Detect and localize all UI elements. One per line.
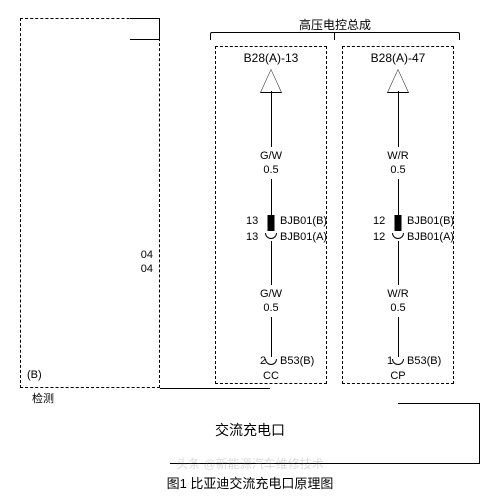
socket-icon bbox=[392, 233, 404, 239]
charge-port-label: 交流充电口 bbox=[10, 420, 490, 440]
signal-name: CP bbox=[343, 369, 453, 383]
wire-spec-2: W/R0.5 bbox=[343, 287, 453, 316]
left-notch bbox=[130, 18, 160, 40]
schematic-diagram: 高压电控总成 04 04 (B) 检测 B28(A)-13 G/W0.5 13 … bbox=[10, 8, 490, 458]
watermark-text: 头条 @新能源汽车维修技术 bbox=[0, 455, 500, 472]
wire-spec: G/W0.5 bbox=[216, 149, 326, 178]
socket-icon bbox=[265, 359, 277, 365]
detect-label: 检测 bbox=[32, 390, 54, 406]
left-code-2: 04 bbox=[141, 263, 153, 275]
signal-column-cc: B28(A)-13 G/W0.5 13 BJB01(B) 13 BJB01(A)… bbox=[215, 46, 327, 384]
connector-icon bbox=[395, 215, 402, 231]
pin-label: B28(A)-13 bbox=[216, 51, 326, 65]
signal-name: CC bbox=[216, 369, 326, 383]
connector-icon bbox=[268, 215, 275, 231]
pin-label: B28(A)-47 bbox=[343, 51, 453, 65]
pin-arrow-icon bbox=[261, 70, 281, 92]
socket-icon bbox=[392, 359, 404, 365]
wire-spec-2: G/W0.5 bbox=[216, 287, 326, 316]
left-bottom: (B) bbox=[27, 369, 42, 381]
hv-assembly-label: 高压电控总成 bbox=[210, 16, 460, 33]
socket-icon bbox=[265, 233, 277, 239]
pin-arrow-icon bbox=[388, 70, 408, 92]
bracket bbox=[210, 32, 460, 40]
left-module-box: 04 04 (B) bbox=[20, 18, 160, 388]
wire-spec: W/R0.5 bbox=[343, 149, 453, 178]
signal-column-cp: B28(A)-47 W/R0.5 12 BJB01(B) 12 BJB01(A)… bbox=[342, 46, 454, 384]
left-code: 04 bbox=[141, 249, 153, 261]
figure-caption: 图1 比亚迪交流充电口原理图 bbox=[0, 473, 500, 492]
